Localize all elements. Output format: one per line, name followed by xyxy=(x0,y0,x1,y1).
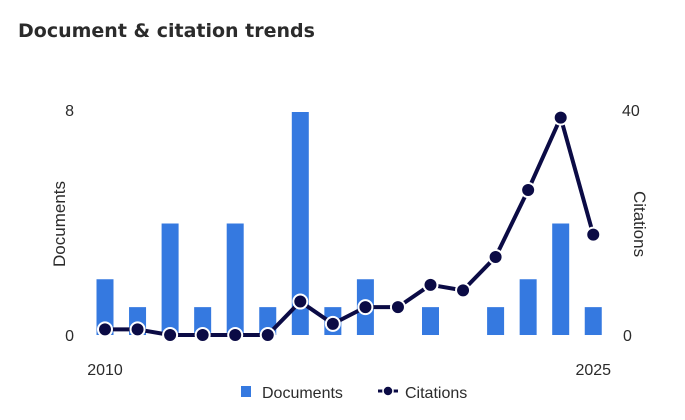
citations-point-2022[interactable] xyxy=(487,248,504,265)
chart-title: Document & citation trends xyxy=(18,20,315,42)
citations-point-2025[interactable] xyxy=(585,226,602,243)
y-left-tick-0: 0 xyxy=(65,328,74,345)
legend-documents-label: Documents xyxy=(262,385,343,402)
citations-point-2020[interactable] xyxy=(422,276,439,293)
legend-item-citations[interactable]: Citations xyxy=(378,385,467,402)
documents-bar-2022[interactable] xyxy=(487,307,505,336)
legend-citations-label: Citations xyxy=(405,385,467,402)
citations-point-2018[interactable] xyxy=(357,299,374,316)
citations-line-path xyxy=(105,115,596,337)
legend: Documents Citations xyxy=(241,385,467,402)
y-left-tick-8: 8 xyxy=(65,103,74,120)
documents-bar-2025[interactable] xyxy=(584,307,602,336)
documents-bar-2013[interactable] xyxy=(194,307,212,336)
documents-bar-2016[interactable] xyxy=(291,112,309,335)
citations-point-2014[interactable] xyxy=(227,327,244,343)
citations-point-2013[interactable] xyxy=(194,327,211,343)
documents-bars xyxy=(96,112,602,336)
citations-point-2023[interactable] xyxy=(520,182,537,199)
citations-point-2017[interactable] xyxy=(324,315,341,332)
citations-point-2019[interactable] xyxy=(389,299,406,316)
citations-point-2011[interactable] xyxy=(129,321,146,338)
documents-bar-2012[interactable] xyxy=(161,223,179,336)
legend-citations-marker xyxy=(382,385,394,397)
documents-bar-2023[interactable] xyxy=(519,279,537,335)
y-right-axis-title: Citations xyxy=(630,191,649,257)
documents-bar-2010[interactable] xyxy=(96,279,114,335)
citations-point-2015[interactable] xyxy=(259,327,276,343)
citations-point-2010[interactable] xyxy=(97,321,113,338)
documents-bar-2020[interactable] xyxy=(422,307,439,336)
citations-point-2021[interactable] xyxy=(455,282,472,299)
y-right-tick-0: 0 xyxy=(623,328,632,345)
citations-point-2016[interactable] xyxy=(292,293,309,310)
documents-bar-2014[interactable] xyxy=(226,223,244,336)
x-tick-last: 2025 xyxy=(575,362,611,379)
citations-point-2024[interactable] xyxy=(552,109,569,126)
citations-point-2012[interactable] xyxy=(162,327,179,343)
citations-line xyxy=(97,109,602,343)
legend-item-documents[interactable]: Documents xyxy=(241,385,343,402)
y-left-axis-title: Documents xyxy=(50,181,69,267)
documents-bar-2024[interactable] xyxy=(552,223,570,336)
y-right-tick-40: 40 xyxy=(622,103,640,120)
legend-documents-swatch xyxy=(241,386,251,397)
x-tick-first: 2010 xyxy=(87,362,123,379)
axis-ticks: 0 8 0 40 2010 2025 xyxy=(65,103,640,379)
